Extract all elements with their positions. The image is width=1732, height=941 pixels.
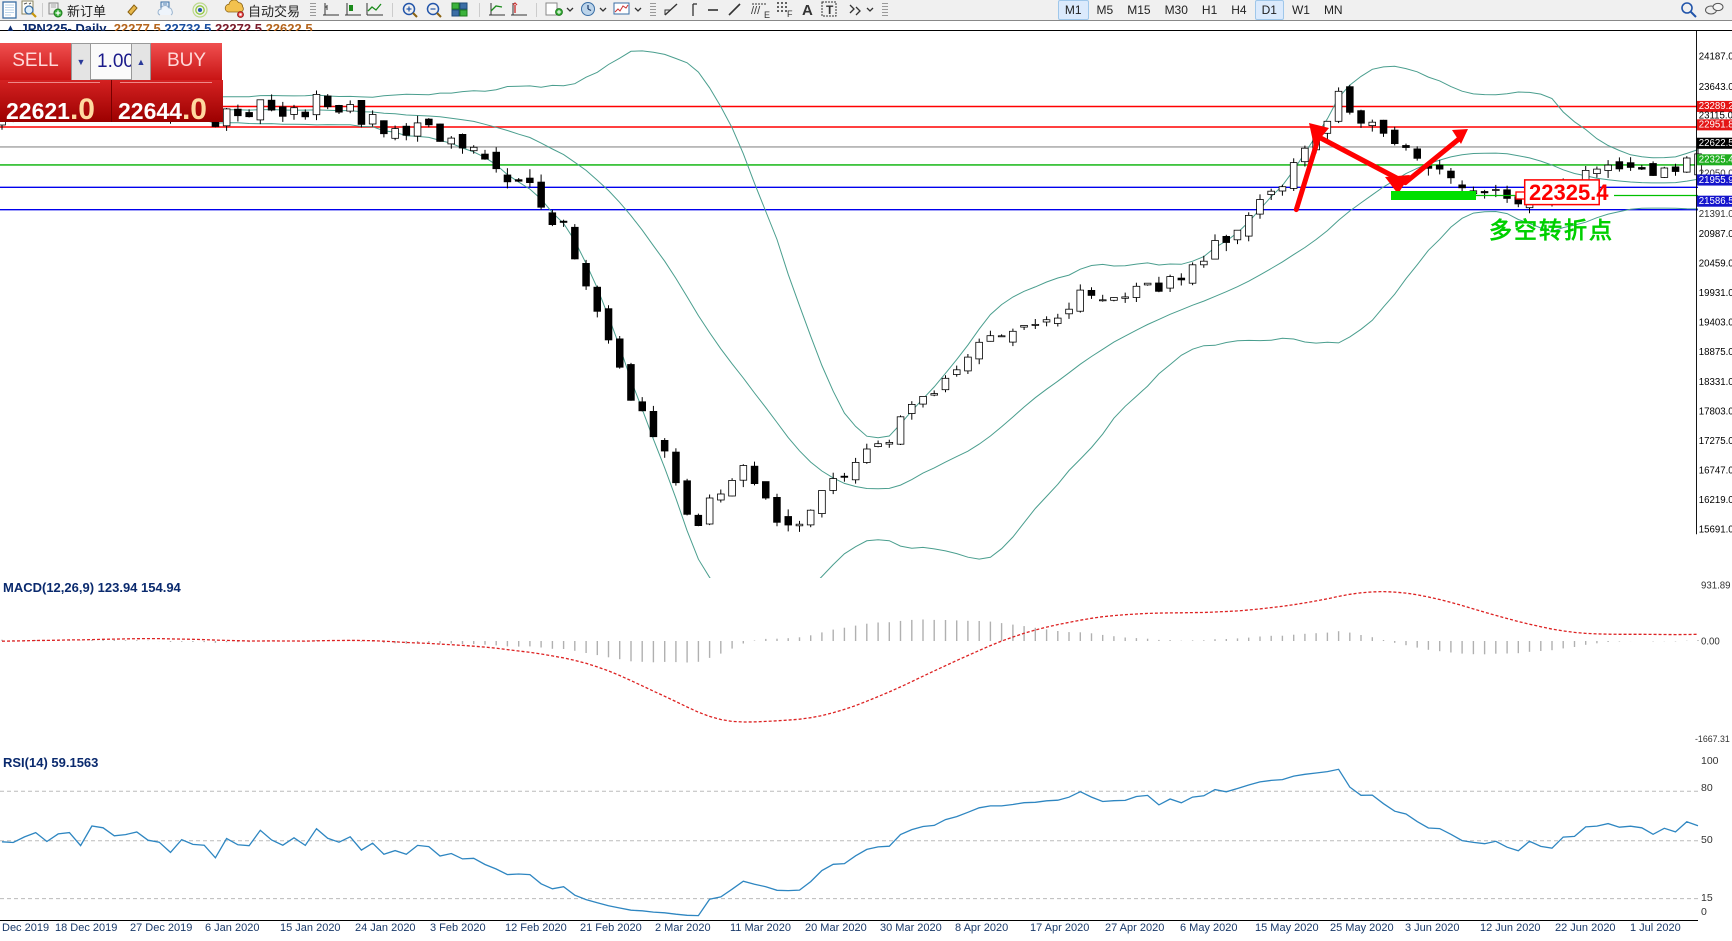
svg-text:22325.4: 22325.4 (1529, 180, 1609, 205)
svg-text:F: F (787, 9, 793, 19)
svg-text:T: T (826, 3, 834, 17)
svg-text:///: /// (751, 5, 761, 17)
svg-text:多空转折点: 多空转折点 (1489, 217, 1614, 243)
svg-text:E: E (764, 10, 770, 19)
